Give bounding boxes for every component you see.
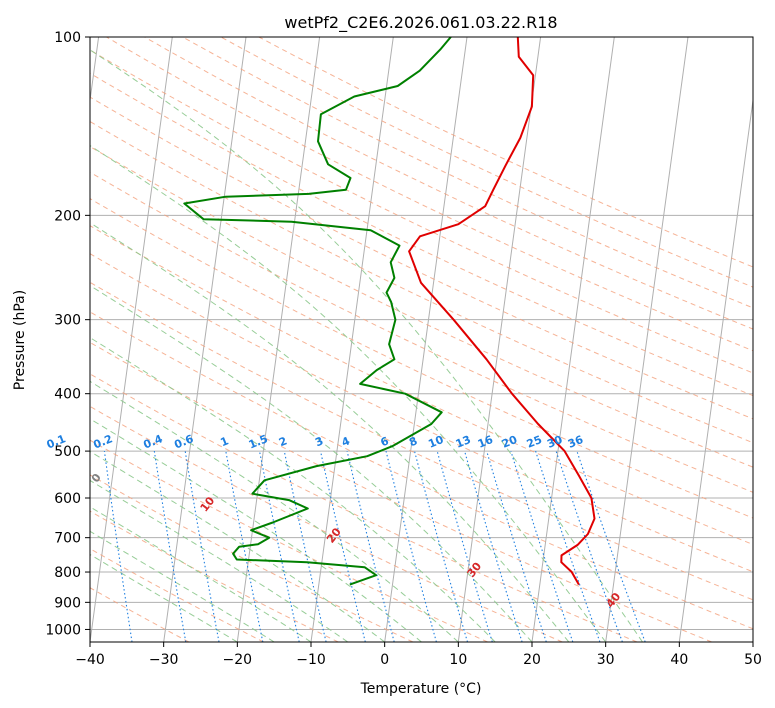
dry-adiabat-line	[144, 37, 753, 330]
dry-adiabat-line	[90, 474, 414, 642]
mixing-ratio-line	[413, 450, 469, 642]
mixing-ratio-line	[184, 451, 220, 642]
isotherm-line	[163, 37, 247, 642]
isotherm-line	[678, 96, 753, 642]
mixing-ratio-label: 36	[566, 433, 585, 451]
moist-adiabat-line	[90, 506, 312, 642]
y-axis-label: Pressure (hPa)	[12, 290, 28, 390]
dry-adiabat-line	[90, 198, 753, 519]
x-tick-label: 0	[380, 652, 389, 668]
dry-adiabat-line	[90, 341, 712, 642]
profiles	[183, 37, 596, 586]
y-tick-label: 800	[54, 565, 81, 581]
dewpoint-profile	[183, 37, 452, 586]
dry-adiabat-line	[90, 171, 753, 493]
isotherm-line	[236, 37, 321, 642]
x-tick-label: 30	[597, 652, 615, 668]
mixing-ratio-label: 3	[313, 434, 325, 449]
moist-adiabat-line	[90, 222, 570, 642]
x-tick-label: 50	[744, 652, 762, 668]
mixing-ratio-line	[346, 450, 395, 642]
dry-adiabat-line	[90, 225, 753, 546]
y-tick-label: 100	[54, 30, 81, 46]
isotherm-line	[457, 37, 542, 642]
dry-adiabat-line	[90, 96, 753, 420]
mixing-ratio-line	[319, 450, 366, 642]
x-tick-label: −40	[75, 652, 105, 668]
dry-adiabat-line	[90, 49, 753, 374]
y-tick-label: 900	[54, 595, 81, 611]
mixing-ratio-label: 20	[500, 433, 519, 451]
mixing-ratio-label: 8	[407, 434, 419, 449]
x-tick-label: 40	[670, 652, 688, 668]
isotherm-line	[605, 37, 689, 642]
mixing-ratio-line	[535, 450, 601, 642]
mixing-ratio-line	[436, 450, 493, 642]
moist-adiabat-line	[90, 530, 275, 642]
x-tick-label: −30	[149, 652, 179, 668]
mixing-ratio-line	[283, 450, 327, 642]
dry-adiabat-line	[90, 373, 638, 642]
x-tick-label: 20	[523, 652, 541, 668]
dry-adiabat-line	[90, 72, 753, 397]
mixing-ratio-label: 13	[454, 433, 473, 451]
mixing-ratio-line	[510, 450, 574, 642]
mixing-ratio-label: 25	[525, 433, 544, 451]
mixing-ratio-label: 2	[277, 434, 289, 449]
dry-adiabat-line	[90, 311, 753, 630]
y-tick-label: 600	[54, 491, 81, 507]
dry-adiabat-line	[106, 37, 753, 352]
x-tick-label: −20	[223, 652, 253, 668]
dry-adiabat-line	[220, 37, 753, 288]
mixing-ratio-line	[258, 450, 300, 642]
mixing-ratio-line	[103, 451, 133, 642]
y-tick-label: 700	[54, 531, 81, 547]
mixing-ratio-line	[576, 450, 646, 642]
isotherm-line	[384, 37, 468, 642]
mixing-ratio-label: 1	[218, 434, 230, 449]
dry-adiabat-line	[90, 120, 753, 444]
y-tick-label: 500	[54, 444, 81, 460]
mixing-ratio-line	[385, 450, 437, 642]
mixing-ratio-line	[555, 450, 623, 642]
chart-title: wetPf2_C2E6.2026.061.03.22.R18	[284, 13, 557, 33]
moist-adiabat-line	[90, 49, 643, 642]
mixing-ratio-label: 16	[476, 433, 495, 451]
y-tick-label: 200	[54, 208, 81, 224]
dry-adiabat-line	[90, 510, 339, 642]
plot-frame	[89, 36, 754, 643]
moist-adiabat-line	[90, 337, 496, 642]
x-axis-ticks: −40 −30 −20 −10 0 10 20 30 40 50	[75, 642, 762, 668]
mixing-ratio-line	[464, 450, 523, 642]
y-tick-label: 1000	[45, 622, 81, 638]
x-tick-label: 10	[449, 652, 467, 668]
temperature-profile	[408, 37, 596, 586]
x-axis-label: Temperature (°C)	[360, 681, 482, 697]
isotherm-line	[531, 37, 615, 642]
y-tick-label: 300	[54, 313, 81, 329]
mixing-ratio-line	[153, 451, 187, 642]
y-axis-ticks: 100 200 300 400 500 600 700 800 900 1000	[45, 30, 90, 638]
background-lines	[90, 37, 753, 642]
isotherm-line	[90, 37, 173, 642]
mixing-ratio-label: 10	[426, 433, 445, 451]
mixing-ratio-line	[486, 450, 547, 642]
mixing-ratio-label: 30	[545, 433, 564, 451]
y-tick-label: 400	[54, 387, 81, 403]
x-tick-label: −10	[296, 652, 326, 668]
